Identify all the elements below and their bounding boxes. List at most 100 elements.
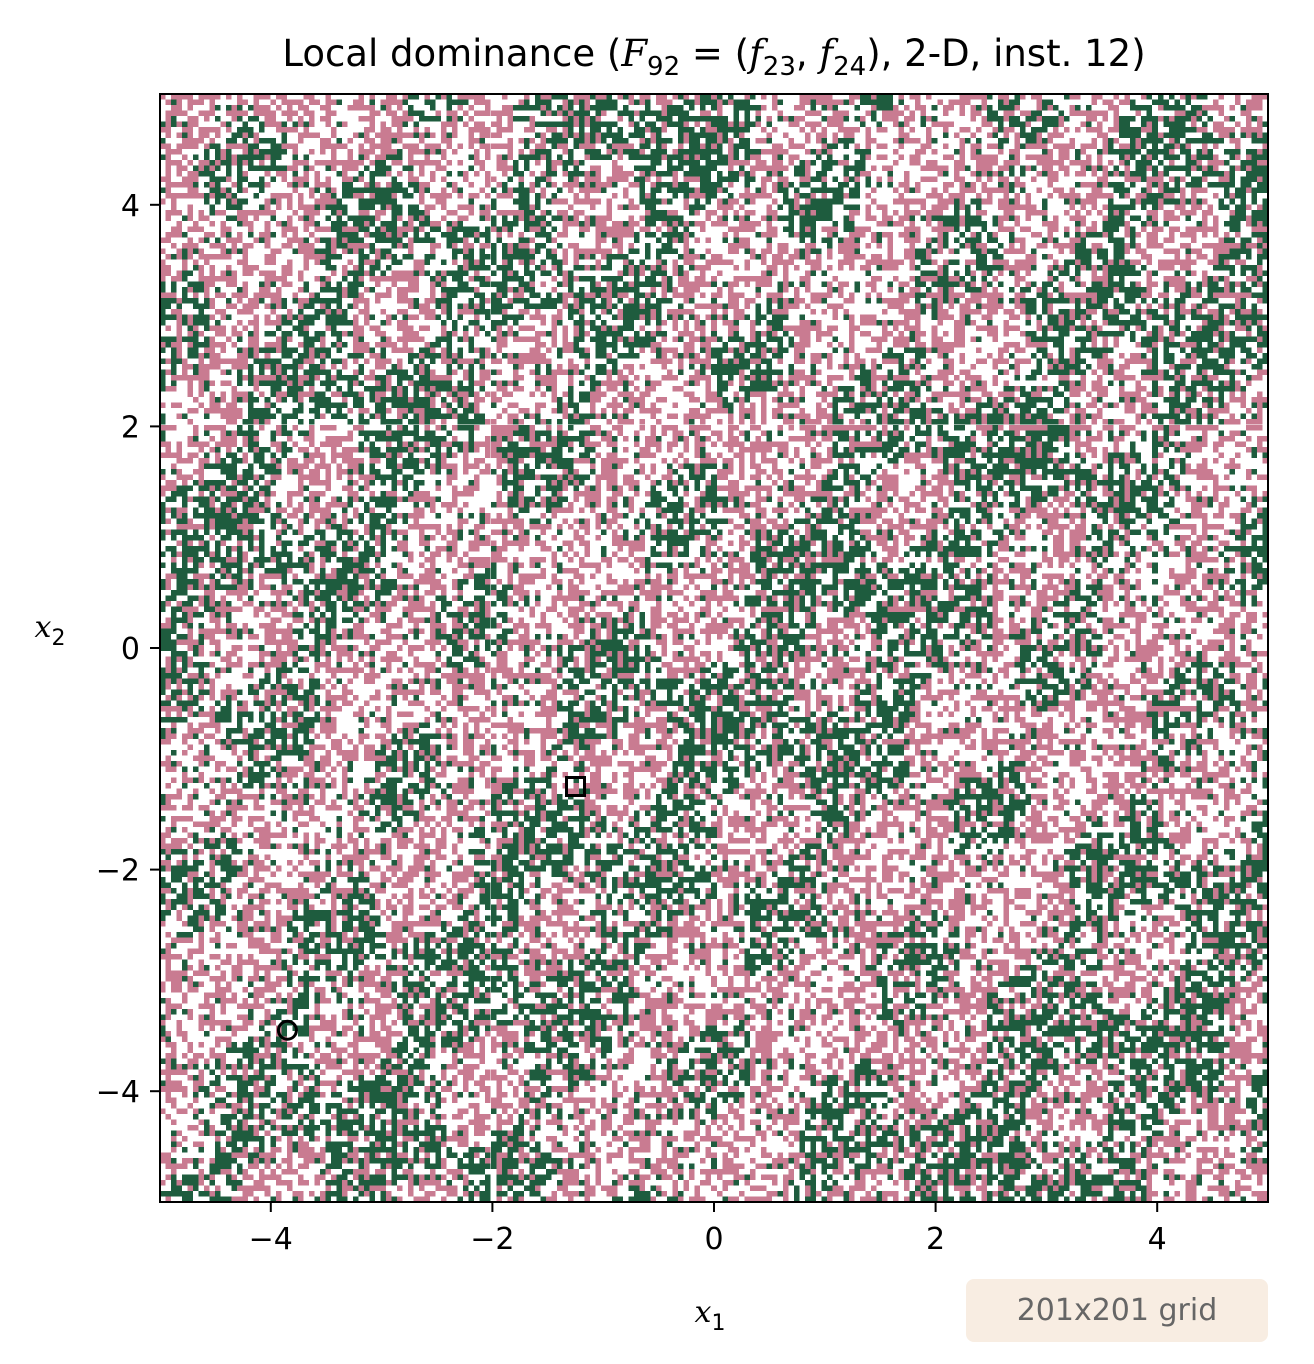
heatmap-row-green [165, 496, 1269, 502]
heatmap-row-pink [176, 314, 1230, 321]
x-axis-label-base: x [695, 1295, 712, 1330]
heatmap-row-pink [165, 132, 1263, 139]
heatmap-row-green [182, 132, 1269, 139]
heatmap-row-pink [209, 810, 1263, 817]
heatmap-row-green [160, 716, 1246, 723]
x-axis-label-sub: 1 [711, 1311, 725, 1336]
heatmap-row-pink [209, 926, 1263, 932]
heatmap-row-green [198, 171, 1269, 177]
heatmap-row-pink [187, 645, 1252, 651]
y-axis-ticks: −4 −2 0 2 4 [96, 189, 160, 1110]
heatmap-row-green [160, 1031, 1224, 1037]
heatmap-row-green [165, 595, 1257, 602]
heatmap-row-green [171, 353, 1269, 359]
heatmap-row-pink [171, 226, 1269, 232]
heatmap-row-green [204, 193, 1257, 199]
heatmap-row-pink [198, 650, 1269, 657]
y-tick-label: 2 [121, 410, 140, 445]
heatmap-row-green [160, 645, 1246, 651]
heatmap-row-green [160, 308, 1257, 315]
heatmap-row-green [193, 711, 1257, 717]
heatmap-row-green [286, 970, 1252, 976]
heatmap-row-green [160, 727, 1269, 734]
heatmap-row-green [204, 1124, 1269, 1131]
heatmap-row-green [160, 683, 1269, 690]
heatmap-row-pink [187, 893, 1263, 899]
heatmap-row-pink [171, 242, 1269, 249]
heatmap-row-pink [160, 176, 1263, 183]
heatmap-row-pink [165, 99, 1263, 106]
heatmap-row-green [237, 722, 1235, 728]
heatmap-row-pink [187, 1124, 1263, 1131]
x-tick-label: 4 [1148, 1222, 1167, 1257]
heatmap-row-pink [187, 628, 1252, 635]
heatmap-row-pink [176, 909, 1263, 916]
heatmap-row-pink [165, 121, 1263, 128]
heatmap-row-green [160, 794, 1257, 800]
heatmap-row-green [171, 1064, 1246, 1070]
heatmap-row-pink [171, 557, 1246, 563]
marker-circle [276, 1019, 298, 1041]
heatmap-row-pink [165, 827, 1241, 833]
heatmap-row-pink [220, 568, 1252, 574]
heatmap-row-green [160, 121, 1269, 128]
heatmap-row-green [182, 215, 1269, 221]
heatmap-row-pink [171, 777, 1235, 784]
heatmap-row-green [204, 810, 1269, 817]
heatmap-row-pink [165, 193, 1235, 199]
heatmap-row-pink [209, 1190, 1269, 1197]
heatmap-row-green [160, 606, 1087, 613]
heatmap-row-pink [176, 297, 1263, 304]
heatmap-row-green [226, 1047, 1224, 1054]
heatmap-row-pink [165, 1163, 1269, 1169]
heatmap-row-green [193, 479, 1180, 486]
heatmap-row-green [160, 336, 1269, 343]
heatmap-row-green [264, 1020, 1213, 1026]
heatmap-row-pink [209, 501, 1252, 508]
heatmap-row-pink [160, 887, 1241, 894]
heatmap-row-pink [165, 865, 1252, 872]
heatmap-row-pink [171, 204, 1263, 210]
heatmap-row-pink [176, 1141, 1263, 1147]
heatmap-row-green [286, 937, 1257, 943]
heatmap-row-green [182, 231, 1269, 238]
heatmap-row-green [204, 237, 1269, 243]
heatmap-row-pink [160, 1020, 1263, 1026]
heatmap-row-green [220, 457, 1186, 464]
heatmap-row-pink [160, 270, 1263, 276]
heatmap-row-pink [187, 871, 1252, 877]
heatmap-row-green [160, 187, 1269, 194]
heatmap-row-green [160, 948, 1257, 954]
heatmap-row-green [171, 623, 1076, 629]
heatmap-row-green [160, 507, 1269, 513]
heatmap-row-pink [171, 1135, 1257, 1142]
heatmap-row-pink [165, 766, 1252, 773]
heatmap-row-green [182, 959, 1263, 965]
heatmap-row-green [220, 738, 1197, 745]
heatmap-row-green [292, 1003, 1224, 1010]
heatmap-row-pink [165, 799, 1263, 806]
heatmap-row-green [160, 689, 1235, 695]
heatmap-row-pink [165, 149, 1263, 155]
heatmap-row-green [171, 612, 1202, 618]
heatmap-row-green [231, 1042, 1269, 1048]
heatmap-row-green [160, 816, 1269, 822]
chart-title: Local dominance (F92 = (f23, f24), 2-D, … [282, 32, 1145, 82]
heatmap-row-green [182, 1146, 1263, 1153]
heatmap-row-green [198, 1086, 1263, 1092]
grid-size-annotation: 201x201 grid [966, 1279, 1268, 1342]
heatmap-row-pink [165, 154, 1252, 161]
heatmap-row-green [182, 292, 1269, 298]
heatmap-row-pink [160, 1152, 1257, 1158]
heatmap-row-pink [165, 584, 1213, 591]
heatmap-row-pink [176, 353, 1197, 359]
heatmap-row-pink [176, 347, 1263, 354]
heatmap-row-green [160, 1080, 1269, 1087]
heatmap-row-green [374, 788, 1026, 795]
heatmap-row-green [215, 446, 1257, 453]
heatmap-row-pink [171, 1168, 1269, 1175]
heatmap-row-pink [165, 165, 1252, 172]
heatmap-row-green [171, 364, 1263, 370]
heatmap-row-pink [165, 948, 1263, 954]
heatmap-row-green [204, 149, 1269, 155]
